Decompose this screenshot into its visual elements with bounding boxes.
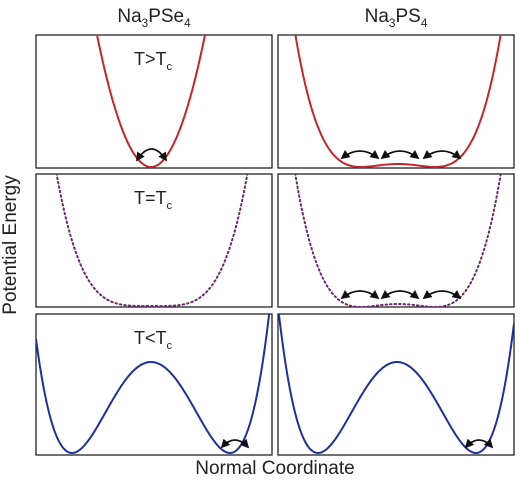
potential-curve — [36, 314, 271, 455]
panel — [35, 34, 273, 169]
row-label: T<Tc — [134, 328, 173, 352]
text-part: Na — [365, 6, 390, 27]
column-title: Na3PS4 — [365, 6, 428, 30]
column-title: Na3PSe4 — [117, 6, 191, 30]
panel — [277, 173, 515, 308]
x-axis-label: Normal Coordinate — [195, 458, 354, 479]
arrow — [422, 150, 462, 160]
arrow — [464, 438, 494, 449]
text-part: PS — [395, 6, 420, 27]
arrow — [422, 290, 462, 300]
arrow — [220, 438, 250, 449]
potential-curve — [95, 35, 207, 168]
panels — [35, 34, 515, 456]
text-part: T=T — [134, 188, 167, 208]
subscript: 3 — [142, 17, 149, 30]
subscript: c — [166, 61, 172, 73]
subscript: 4 — [421, 17, 428, 30]
y-axis-label: Potential Energy — [0, 175, 21, 315]
potential-curve — [294, 174, 502, 307]
panel — [277, 34, 515, 169]
text-part: T<T — [134, 328, 167, 348]
text-part: T>T — [134, 49, 167, 69]
potential-curve — [278, 314, 514, 455]
potential-curve — [55, 174, 249, 307]
arrow — [380, 150, 420, 160]
subscript: 4 — [184, 17, 191, 30]
row-label: T=Tc — [134, 188, 173, 212]
row-label: T>Tc — [134, 49, 173, 73]
panel-frame — [277, 173, 515, 308]
text-part: Na — [117, 6, 142, 27]
potential-curve — [294, 35, 502, 168]
arrow — [340, 290, 380, 300]
panel — [277, 313, 515, 456]
panel — [35, 173, 273, 308]
panel-frame — [35, 34, 273, 169]
panel-frame — [35, 173, 273, 308]
panel-frame — [277, 34, 515, 169]
arrow — [340, 150, 380, 160]
panel-frame — [35, 313, 273, 456]
subscript: c — [166, 340, 172, 352]
subscript: 3 — [389, 17, 396, 30]
panel — [35, 313, 273, 456]
text-part: PSe — [148, 6, 184, 27]
subscript: c — [166, 200, 172, 212]
arrow — [136, 148, 167, 162]
panel-frame — [277, 313, 515, 456]
arrow — [380, 290, 420, 300]
